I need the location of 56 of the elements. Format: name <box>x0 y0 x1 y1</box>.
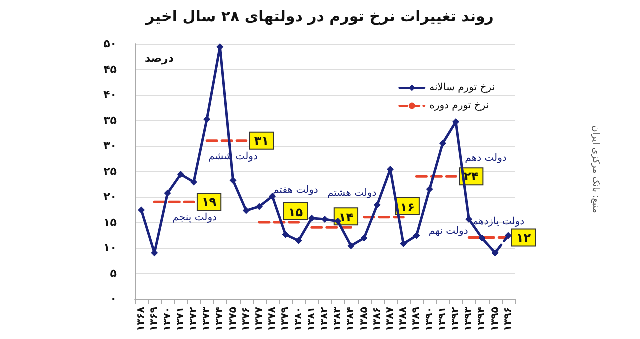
annotation: دولت پنجم <box>172 212 217 224</box>
legend-label: نرخ تورم سالانه <box>430 82 496 94</box>
y-tick-label: ۲۰ <box>104 190 117 204</box>
y-tick-label: ۳۰ <box>104 140 117 152</box>
x-tick-label: ۱۳۹۱ <box>437 307 448 332</box>
x-tick-label: ۱۳۶۸ <box>136 307 148 332</box>
x-tick-label: ۱۳۸۹ <box>411 307 422 332</box>
x-tick-label: ۱۳۸۰ <box>293 307 304 332</box>
x-tick-label: ۱۳۸۱ <box>306 307 318 332</box>
x-tick-label: ۱۳۸۷ <box>385 307 396 332</box>
data-label: ۳۱ <box>254 134 270 148</box>
data-label: ۱۲ <box>516 230 532 245</box>
x-tick-label: ۱۳۸۸ <box>398 307 410 332</box>
text: منبع: بانک مرکزی ایران <box>590 126 600 214</box>
x-tick-label: ۱۳۷۵ <box>228 307 239 332</box>
y-axis-title: درصد <box>145 52 174 65</box>
x-tick-label: ۱۳۸۵ <box>358 307 370 332</box>
annotation: دولت نهم <box>428 226 468 237</box>
x-tick-label: ۱۳۹۵ <box>490 307 501 332</box>
y-tick-label: ۵ <box>110 267 118 280</box>
y-tick-label: ۰ <box>110 292 117 306</box>
x-tick-label: ۱۳۸۶ <box>372 307 383 332</box>
x-tick-label: ۱۳۷۲ <box>188 307 200 332</box>
x-tick-label: ۱۳۷۰ <box>162 307 174 332</box>
x-tick-label: ۱۳۷۹ <box>280 307 292 332</box>
y-tick-label: ۱۵ <box>104 216 118 229</box>
x-tick-label: ۱۳۹۴ <box>476 307 488 332</box>
annotation: دولت هفتم <box>273 185 318 196</box>
y-tick-label: ۳۵ <box>104 114 118 127</box>
y-tick-label: ۵۰ <box>104 38 117 50</box>
x-tick-label: ۱۳۹۳ <box>464 307 475 332</box>
legend-label: نرخ تورم دوره <box>430 100 490 112</box>
x-tick-label: ۱۳۷۸ <box>267 307 278 332</box>
x-tick-label: ۱۳۷۶ <box>240 307 252 332</box>
y-tick-label: ۱۰ <box>104 242 117 254</box>
y-tick-label: ۴۰ <box>104 88 117 102</box>
x-tick-label: ۱۳۹۶ <box>502 307 514 332</box>
data-label: ۱۶ <box>400 200 415 214</box>
annotation: دولت هشتم <box>328 188 377 200</box>
y-tick-label: ۲۵ <box>104 165 118 178</box>
x-tick-label: ۱۳۷۴ <box>214 307 226 332</box>
x-tick-label: ۱۳۷۳ <box>202 307 213 332</box>
x-tick-label: ۱۳۸۳ <box>332 307 344 332</box>
x-tick-label: ۱۳۹۰ <box>424 307 436 332</box>
y-tick-label: ۴۵ <box>104 63 118 76</box>
x-tick-label: ۱۳۸۲ <box>320 307 330 332</box>
x-tick-label: ۱۳۸۴ <box>346 307 357 332</box>
annotation: دولت دهم <box>465 153 507 164</box>
data-label: ۱۵ <box>288 206 304 220</box>
x-tick-label: ۱۳۹۲ <box>450 307 462 332</box>
x-tick-label: ۱۳۷۷ <box>254 307 265 332</box>
x-tick-label: ۱۳۷۱ <box>175 307 186 332</box>
chart-title: روند تغییرات نرخ تورم در دولتهای ۲۸ سال اخیر <box>145 8 494 26</box>
data-label: ۱۹ <box>202 195 218 210</box>
x-tick-label: ۱۳۶۹ <box>149 307 160 332</box>
data-label: ۱۴ <box>338 210 354 225</box>
